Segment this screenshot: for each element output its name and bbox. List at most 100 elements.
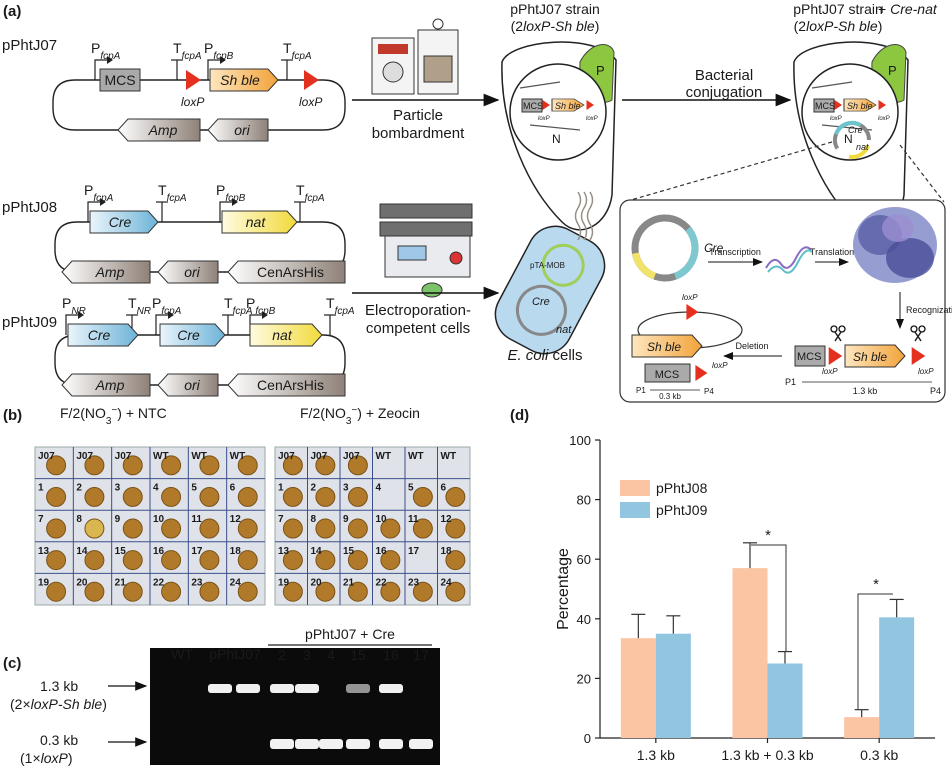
regulator-label: TfcpA	[158, 182, 187, 204]
well-label: 15	[115, 546, 127, 557]
backbone-label: Amp	[95, 377, 125, 393]
promoter	[94, 59, 107, 80]
plasmid-name: pPhtJ07	[2, 37, 57, 54]
regulator-label-part: P	[91, 40, 100, 56]
inset-label: P4	[704, 387, 714, 396]
backbone-label: Amp	[95, 264, 125, 280]
well-label: 13	[278, 546, 290, 557]
inset-label: Deletion	[735, 341, 768, 351]
colony	[347, 486, 368, 507]
gene-box	[99, 68, 141, 92]
colony	[199, 550, 220, 571]
inset-label: Cre	[704, 241, 724, 255]
well-label: 5	[191, 483, 197, 494]
regulator-label: PfcpB	[246, 295, 276, 317]
loxp-site	[878, 100, 886, 110]
regulator-label-part: fcpA	[292, 51, 312, 62]
inset-label: MCS	[655, 369, 679, 381]
mini-mcs	[813, 98, 835, 113]
zoom-line	[623, 141, 833, 203]
colony	[46, 518, 67, 539]
colony	[84, 486, 105, 507]
colony	[445, 486, 466, 507]
colony	[282, 581, 303, 602]
colony	[347, 455, 368, 476]
chromosome	[811, 81, 853, 89]
ecoli-plasmid	[541, 243, 585, 287]
loxp-site	[834, 100, 842, 110]
backbone-label: ori	[234, 122, 250, 138]
regulator-label-part: fcpA	[100, 51, 120, 62]
colony	[161, 518, 182, 539]
step-label: conjugation	[686, 84, 763, 101]
flagellum	[574, 191, 582, 241]
inset-label: loxP	[682, 293, 698, 302]
regulator-label-part: fcpA	[233, 306, 253, 317]
well-label: 10	[153, 514, 165, 525]
mrna	[765, 246, 812, 269]
device-lid	[379, 203, 473, 219]
inset-label: 1.3 kb	[853, 386, 878, 396]
step-label: competent cells	[366, 320, 470, 337]
well-label: 12	[230, 514, 242, 525]
well-label: 6	[441, 483, 447, 494]
strain-label: (2loxP-Sh ble)	[511, 18, 600, 34]
well-label: WT	[153, 451, 169, 462]
backbone-arrow	[227, 260, 346, 284]
regulator-label: TfcpA	[283, 40, 312, 62]
scissors	[838, 325, 846, 333]
regulator-label: PNR	[62, 295, 86, 317]
colony	[46, 581, 67, 602]
colony	[237, 550, 258, 571]
y-tick-label: 60	[577, 552, 591, 567]
well-label: 15	[343, 546, 355, 557]
device-knob	[449, 251, 463, 265]
regulator-label: PfcpB	[216, 182, 246, 204]
promoter-head	[262, 311, 268, 319]
strain-label-part: loxP-Sh ble	[523, 18, 595, 34]
promoter	[87, 201, 100, 222]
chromosome	[519, 81, 561, 89]
plate-title-part: 3	[346, 416, 352, 427]
inset-label: P1	[785, 377, 796, 387]
regulator-label-part: fcpA	[305, 193, 325, 204]
well-label: WT	[191, 451, 207, 462]
well-label: WT	[408, 451, 424, 462]
gene-arrow	[221, 210, 298, 234]
legend-label: pPhtJ08	[656, 480, 708, 496]
scissors	[918, 325, 926, 333]
device-window	[423, 55, 453, 83]
well-label: 3	[343, 483, 349, 494]
loxp-site	[304, 70, 319, 90]
inset-label: MCS	[797, 351, 821, 363]
band-label: 0.3 kb	[40, 732, 78, 748]
lane-label: 17	[413, 647, 429, 663]
well-label: 21	[115, 577, 127, 588]
y-tick-label: 0	[584, 731, 591, 746]
well-label: 10	[376, 514, 388, 525]
gel-band	[270, 739, 294, 749]
well-label: 17	[191, 546, 203, 557]
well-label: 22	[376, 577, 388, 588]
regulator-label: TNR	[128, 295, 151, 317]
mini-label: loxP	[586, 116, 598, 122]
nucleus-label: N	[844, 132, 853, 146]
regulator-label: TfcpA	[224, 295, 253, 317]
inset-label: loxP	[822, 367, 838, 376]
bar	[844, 717, 880, 738]
strain-label: pPhtJ07 strain	[510, 1, 600, 17]
protein	[882, 214, 914, 242]
colony	[84, 518, 105, 539]
regulator-label-part: P	[204, 40, 213, 56]
backbone-label: Amp	[148, 122, 178, 138]
step-label: Particle	[393, 107, 443, 124]
well-label: 12	[441, 514, 453, 525]
band-label-part: loxP-Sh ble	[31, 696, 103, 712]
well-label: 23	[191, 577, 203, 588]
mini-label: pTA-MOB	[530, 261, 565, 270]
well-label: 8	[311, 514, 317, 525]
mini-label: loxP	[878, 116, 890, 122]
scissors	[830, 325, 838, 333]
ecoli-plasmid	[515, 284, 567, 336]
band-label: (2×loxP-Sh ble)	[10, 696, 107, 712]
